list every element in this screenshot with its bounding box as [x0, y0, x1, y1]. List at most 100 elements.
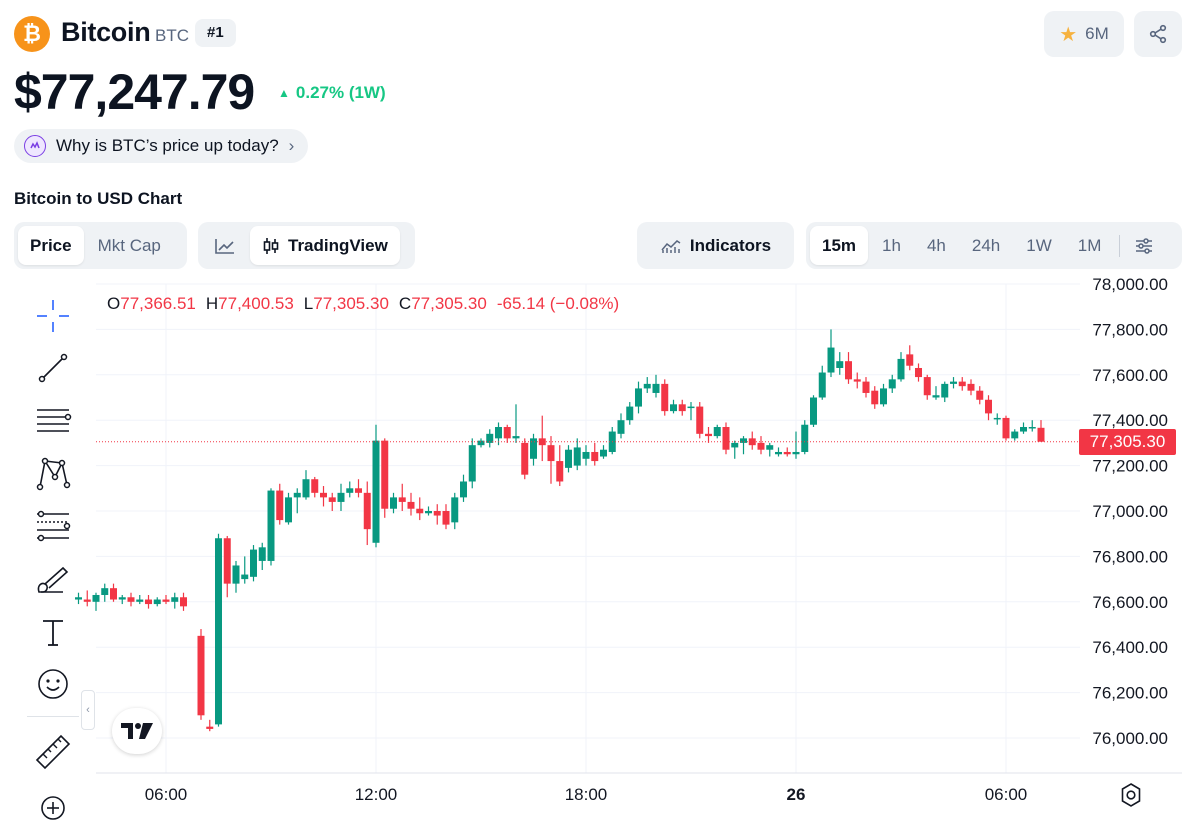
candle-body: [932, 395, 940, 398]
candle-body: [880, 388, 887, 405]
candle-body: [197, 635, 205, 716]
tradingview-logo-icon: [121, 723, 153, 739]
y-tick-label: 76,600.00: [1092, 593, 1168, 612]
forecast-tool[interactable]: [28, 506, 78, 546]
candle-body: [950, 381, 957, 384]
settings-gear-icon[interactable]: [1118, 782, 1144, 808]
brush-tool[interactable]: [28, 560, 78, 600]
line-chart-button[interactable]: [202, 226, 248, 265]
candle-body: [381, 440, 389, 509]
candle-body: [853, 379, 861, 382]
candle-body: [162, 599, 170, 602]
candle-body: [661, 383, 669, 412]
candle-body: [75, 597, 82, 600]
text-tool[interactable]: [28, 612, 78, 652]
ohlc-change-value: -65.14 (−0.08%): [496, 294, 620, 313]
fib-tool[interactable]: [28, 402, 78, 442]
indicators-icon: [661, 239, 681, 253]
y-tick-label: 77,400.00: [1092, 411, 1168, 430]
why-price-up-button[interactable]: Why is BTC’s price up today? ›: [14, 129, 309, 163]
collapse-toolbar-button[interactable]: ‹: [81, 690, 95, 730]
range-1h[interactable]: 1h: [882, 235, 901, 255]
candle-body: [888, 379, 896, 389]
trend-line-icon: [38, 353, 68, 383]
tradingview-button[interactable]: TradingView: [250, 226, 400, 265]
candle-body: [241, 574, 249, 580]
candle-body: [713, 427, 721, 437]
range-4h[interactable]: 4h: [926, 235, 946, 255]
share-icon: [1149, 24, 1167, 44]
candle-body: [346, 488, 354, 493]
pattern-icon: [36, 457, 71, 491]
candlestick-chart[interactable]: 78,000.00 77,800.00 77,600.00 77,400.00 77,2…: [0, 270, 1200, 825]
coin-symbol: BTC: [155, 26, 189, 45]
candle-body: [451, 497, 459, 523]
current-price: $77,247.79: [14, 64, 255, 120]
candle-body: [486, 433, 494, 443]
candle-body: [565, 449, 572, 468]
candle-body: [740, 438, 747, 443]
chart-settings-button[interactable]: [1126, 226, 1162, 265]
y-tick-label: 76,800.00: [1092, 547, 1168, 566]
indicators-button[interactable]: Indicators: [637, 222, 794, 269]
candle-body: [145, 599, 152, 605]
price-change-value: 0.27% (1W): [295, 83, 386, 102]
candle-body: [521, 442, 529, 475]
y-tick-label: 77,800.00: [1092, 320, 1168, 339]
x-tick-label: 26: [787, 785, 806, 804]
candle-body: [495, 427, 502, 439]
watchlist-count: 6M: [1085, 24, 1109, 43]
candle-body: [425, 511, 432, 514]
range-15m[interactable]: 15m: [810, 226, 869, 265]
candle-body: [810, 397, 817, 425]
candle-body: [722, 427, 730, 450]
x-tick-label: 06:00: [985, 785, 1028, 804]
candle-body: [635, 388, 642, 407]
candle-body: [530, 438, 537, 459]
share-button[interactable]: [1134, 11, 1182, 57]
candle-body: [993, 417, 1001, 420]
range-1w[interactable]: 1W: [1026, 235, 1052, 255]
candle-body: [600, 449, 607, 457]
candle-body: [818, 372, 826, 398]
tradingview-logo[interactable]: [112, 708, 162, 754]
tradingview-label: TradingView: [288, 235, 388, 255]
candle-body: [92, 594, 100, 602]
candle-body: [792, 451, 800, 455]
ruler-tool[interactable]: [28, 732, 78, 772]
trend-line-tool[interactable]: [28, 348, 78, 388]
candle-body: [827, 347, 835, 373]
crosshair-tool[interactable]: [28, 296, 78, 336]
indicators-label: Indicators: [689, 235, 772, 255]
candle-body: [1037, 427, 1045, 442]
ohlc-low-value: 77,305.30: [313, 294, 389, 313]
candle-body: [958, 381, 966, 387]
candle-body: [766, 445, 774, 450]
y-tick-label: 78,000.00: [1092, 275, 1168, 294]
candle-body: [267, 490, 275, 561]
candle-body: [696, 406, 704, 434]
candle-body: [232, 565, 240, 584]
candle-body: [783, 451, 791, 455]
candle-body: [180, 597, 187, 607]
range-1m[interactable]: 1M: [1077, 235, 1102, 255]
candle-body: [582, 451, 590, 459]
candle-body: [678, 404, 686, 412]
candle-body: [967, 383, 975, 391]
emoji-tool[interactable]: [28, 664, 78, 704]
tab-price[interactable]: Price: [18, 226, 84, 265]
watchlist-button[interactable]: ★ 6M: [1044, 11, 1124, 57]
candle-body: [311, 479, 319, 493]
candle-body: [258, 547, 266, 561]
zoom-in-tool[interactable]: [28, 788, 78, 825]
candle-body: [328, 497, 336, 502]
tab-mkt-cap[interactable]: Mkt Cap: [97, 235, 161, 255]
candle-body: [442, 511, 450, 525]
pattern-tool[interactable]: [28, 454, 78, 494]
x-tick-label: 12:00: [355, 785, 398, 804]
line-chart-icon: [215, 238, 234, 254]
candle-body: [923, 377, 931, 396]
candle-body: [355, 488, 362, 493]
ruler-icon: [35, 734, 71, 770]
range-24h[interactable]: 24h: [971, 235, 1001, 255]
